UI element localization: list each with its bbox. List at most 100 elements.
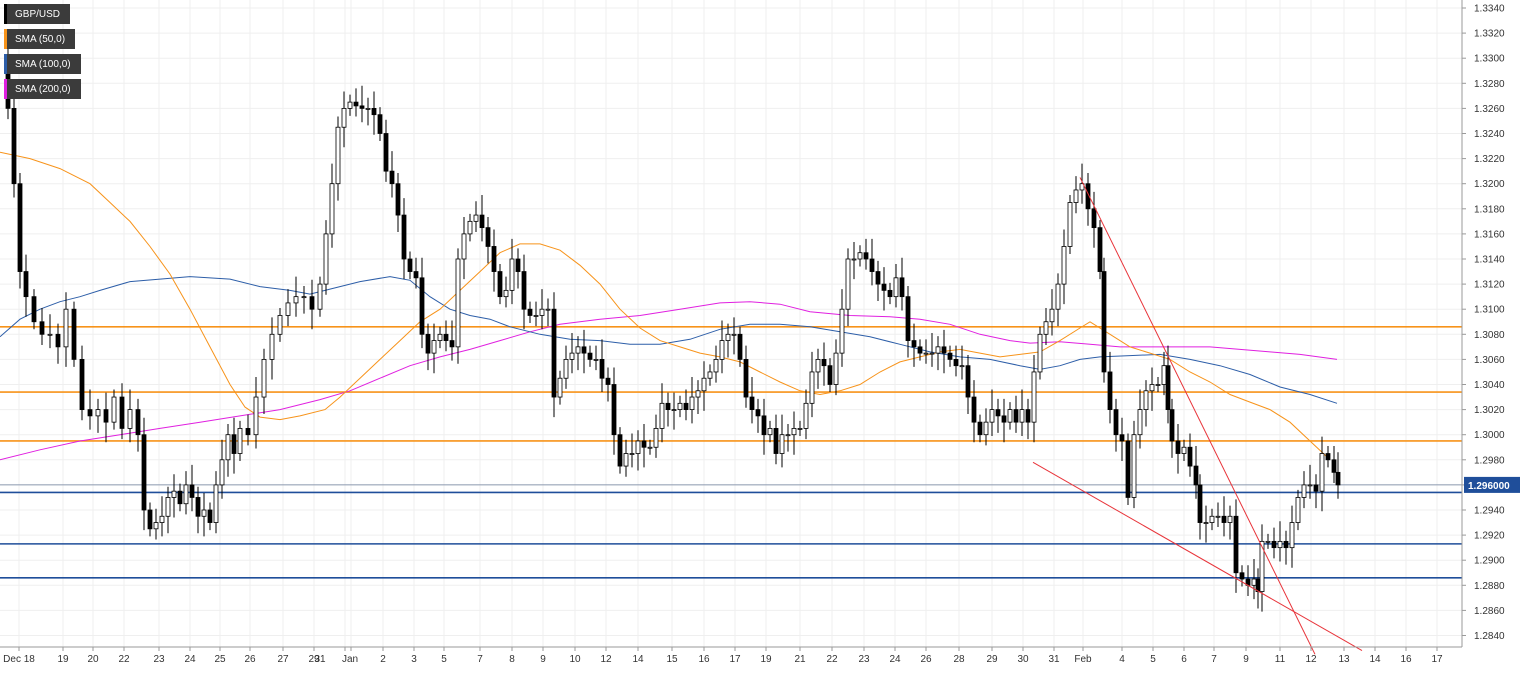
candle [317, 276, 323, 317]
candle-body-up [857, 252, 863, 260]
candle [1113, 398, 1119, 452]
x-tick-label: 13 [1338, 654, 1350, 665]
candle-body-up [509, 258, 515, 291]
y-tick-label: 1.3240 [1474, 129, 1505, 140]
candle-body-up [269, 333, 275, 360]
candle [683, 389, 689, 421]
candle [743, 345, 749, 408]
candle-body-up [473, 214, 479, 222]
candle-body-up [845, 258, 851, 310]
candle [261, 348, 267, 414]
candle [231, 417, 237, 474]
candle [111, 389, 117, 430]
candle-body-up [1143, 390, 1149, 410]
candle-body-down [953, 358, 959, 367]
candle [1007, 402, 1013, 430]
candle [953, 345, 959, 377]
candle-body-up [1019, 409, 1025, 423]
y-tick-label: 1.2980 [1474, 455, 1505, 466]
y-tick-label: 1.3320 [1474, 29, 1505, 40]
candle-body-down [1283, 540, 1289, 549]
candle-body-up [127, 409, 133, 429]
candle [207, 502, 213, 531]
x-tick-label: 30 [1017, 654, 1029, 665]
candle-body-down [359, 105, 365, 109]
candle [971, 380, 977, 443]
candle-body-up [923, 352, 929, 355]
x-tick-label: 15 [666, 654, 678, 665]
candle-body-down [31, 296, 37, 323]
candle-body-down [515, 258, 521, 272]
x-tick-label: 29 [308, 654, 320, 665]
candle [1119, 417, 1125, 462]
candle-body-down [755, 409, 761, 417]
candle [1325, 445, 1331, 468]
candle-body-down [103, 409, 109, 423]
candle [731, 317, 737, 355]
y-tick-label: 1.3000 [1474, 430, 1505, 441]
candle-body-up [833, 352, 839, 385]
candle-body-up [1031, 371, 1037, 423]
candle-body-up [503, 289, 509, 298]
candle-body-up [1007, 409, 1013, 423]
candle [17, 173, 23, 289]
candle-body-up [285, 302, 291, 316]
candle-body-up [237, 428, 243, 454]
candle-body-down [1233, 515, 1239, 574]
candle-body-up [779, 434, 785, 454]
candle-body-down [1097, 227, 1103, 272]
candle [599, 339, 605, 393]
candle [941, 329, 947, 374]
candle-body-up [1209, 515, 1215, 523]
candle-body-up [659, 402, 665, 429]
candle-body-down [407, 258, 413, 272]
candle-body-down [55, 333, 61, 348]
candle [911, 323, 917, 367]
candle [809, 351, 815, 418]
legend-item-sma200[interactable]: SMA (200,0) [4, 79, 81, 99]
x-tick-label: 24 [889, 654, 901, 665]
candle [521, 254, 527, 330]
legend-item-sma100[interactable]: SMA (100,0) [4, 54, 81, 74]
candle [737, 326, 743, 367]
candle-body-down [147, 509, 153, 530]
candle [1319, 436, 1325, 512]
candle [827, 358, 833, 393]
candle-body-down [749, 396, 755, 410]
candle-body-down [389, 170, 395, 185]
candle-body-up [701, 377, 707, 392]
candle-body-down [1125, 440, 1131, 498]
candle [219, 439, 225, 499]
candle-body-down [911, 340, 917, 348]
candle [55, 323, 61, 364]
candle [515, 248, 521, 289]
candle [79, 345, 85, 421]
candle-body-up [455, 258, 461, 348]
candle [1137, 389, 1143, 449]
candle-body-up [1265, 540, 1271, 543]
candle [1215, 502, 1221, 527]
candle [719, 320, 725, 374]
candle [1221, 496, 1227, 537]
candle [183, 471, 189, 515]
legend-item-gbpusd[interactable]: GBP/USD [4, 4, 71, 24]
legend-item-sma50[interactable]: SMA (50,0) [4, 29, 76, 49]
candle-body-up [165, 497, 171, 517]
x-tick-label: 3 [411, 654, 417, 665]
y-tick-label: 1.2900 [1474, 556, 1505, 567]
candle [605, 367, 611, 402]
candle [533, 301, 539, 327]
candle-body-down [141, 434, 147, 511]
candle-body-down [491, 246, 497, 272]
candle [1097, 220, 1103, 280]
candle-body-up [335, 126, 341, 185]
x-tick-label: 10 [569, 654, 581, 665]
candle-body-up [545, 308, 551, 311]
candle [893, 264, 899, 308]
candle-body-down [377, 114, 383, 134]
candle-body-down [443, 333, 449, 341]
x-tick-label: 2 [380, 654, 386, 665]
current-price-box-bg [1464, 476, 1520, 493]
candle-body-down [231, 434, 237, 454]
candle [1301, 471, 1307, 509]
